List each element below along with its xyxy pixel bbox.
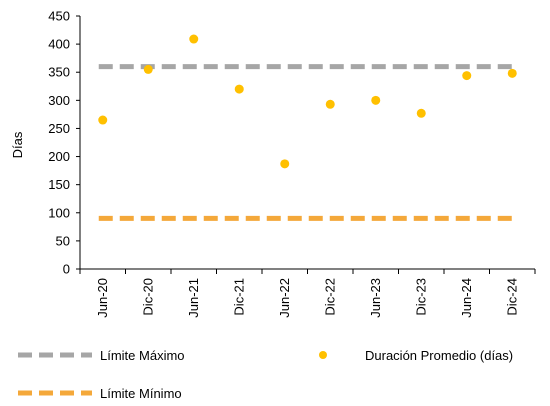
scatter-point: [280, 159, 290, 169]
scatter-points: [98, 34, 517, 169]
y-tick-label: 250: [48, 121, 70, 136]
y-tick-label: 300: [48, 93, 70, 108]
scatter-point: [507, 68, 517, 78]
legend-label-max: Límite Máximo: [100, 348, 185, 363]
limit-lines: [98, 64, 517, 221]
scatter-point: [325, 99, 335, 109]
legend-label-min: Límite Mínimo: [100, 386, 182, 401]
y-tick-label: 200: [48, 149, 70, 164]
y-axis: 0 50 100 150 200 250 300 350 400 450: [48, 9, 81, 277]
y-tick-label: 100: [48, 205, 70, 220]
y-tick-label: 50: [56, 233, 70, 248]
y-tick-label: 150: [48, 177, 70, 192]
y-tick-label: 0: [63, 262, 70, 277]
scatter-point: [462, 71, 472, 81]
y-tick-label: 450: [48, 9, 70, 24]
scatter-point: [416, 108, 426, 118]
x-tick-label: Jun-21: [186, 278, 201, 318]
legend-label-duration: Duración Promedio (días): [365, 348, 513, 363]
x-tick-label: Jun-22: [277, 278, 292, 318]
y-tick-label: 400: [48, 37, 70, 52]
scatter-point: [143, 64, 153, 74]
x-tick-label: Dic-20: [140, 278, 155, 316]
scatter-point: [189, 34, 199, 44]
legend: Límite Máximo Duración Promedio (días) L…: [18, 348, 513, 401]
x-tick-label: Dic-22: [322, 278, 337, 316]
scatter-point: [371, 95, 381, 105]
x-tick-label: Jun-23: [368, 278, 383, 318]
x-tick-label: Jun-24: [459, 278, 474, 318]
x-tick-label: Jun-20: [95, 278, 110, 318]
y-tick-label: 350: [48, 65, 70, 80]
scatter-point: [234, 84, 244, 94]
legend-swatch-duration: [319, 351, 327, 359]
scatter-point: [98, 115, 108, 125]
x-tick-label: Dic-21: [231, 278, 246, 316]
y-axis-title: Días: [10, 131, 25, 158]
x-tick-label: Dic-23: [413, 278, 428, 316]
x-axis: Jun-20 Dic-20 Jun-21 Dic-21 Jun-22 Dic-22 Jun-…: [79, 268, 536, 318]
x-tick-label: Dic-24: [504, 278, 519, 316]
